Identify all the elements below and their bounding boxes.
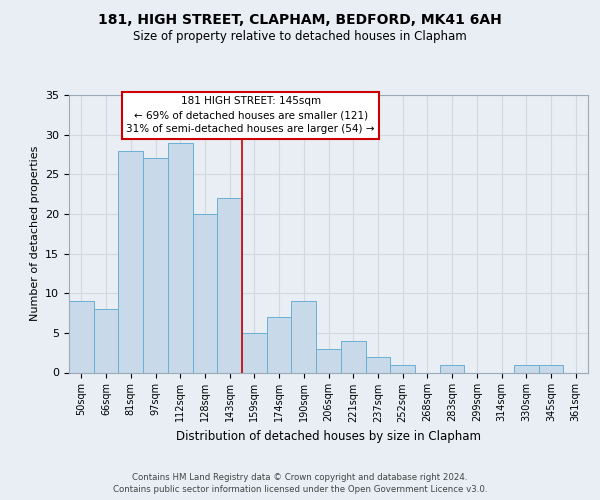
Bar bbox=[267, 317, 292, 372]
Bar bbox=[365, 356, 390, 372]
Bar bbox=[94, 309, 118, 372]
Bar bbox=[292, 301, 316, 372]
Bar bbox=[242, 333, 267, 372]
Bar bbox=[118, 150, 143, 372]
Bar bbox=[217, 198, 242, 372]
Bar bbox=[440, 364, 464, 372]
Bar bbox=[168, 142, 193, 372]
Bar bbox=[390, 364, 415, 372]
Bar bbox=[193, 214, 217, 372]
Y-axis label: Number of detached properties: Number of detached properties bbox=[29, 146, 40, 322]
Bar bbox=[69, 301, 94, 372]
Text: 181 HIGH STREET: 145sqm
← 69% of detached houses are smaller (121)
31% of semi-d: 181 HIGH STREET: 145sqm ← 69% of detache… bbox=[127, 96, 375, 134]
Bar bbox=[514, 364, 539, 372]
Text: Contains public sector information licensed under the Open Government Licence v3: Contains public sector information licen… bbox=[113, 485, 487, 494]
Text: Size of property relative to detached houses in Clapham: Size of property relative to detached ho… bbox=[133, 30, 467, 43]
Text: Contains HM Land Registry data © Crown copyright and database right 2024.: Contains HM Land Registry data © Crown c… bbox=[132, 472, 468, 482]
Bar bbox=[539, 364, 563, 372]
Bar bbox=[143, 158, 168, 372]
Text: 181, HIGH STREET, CLAPHAM, BEDFORD, MK41 6AH: 181, HIGH STREET, CLAPHAM, BEDFORD, MK41… bbox=[98, 12, 502, 26]
Bar bbox=[316, 348, 341, 372]
Bar bbox=[341, 341, 365, 372]
X-axis label: Distribution of detached houses by size in Clapham: Distribution of detached houses by size … bbox=[176, 430, 481, 443]
